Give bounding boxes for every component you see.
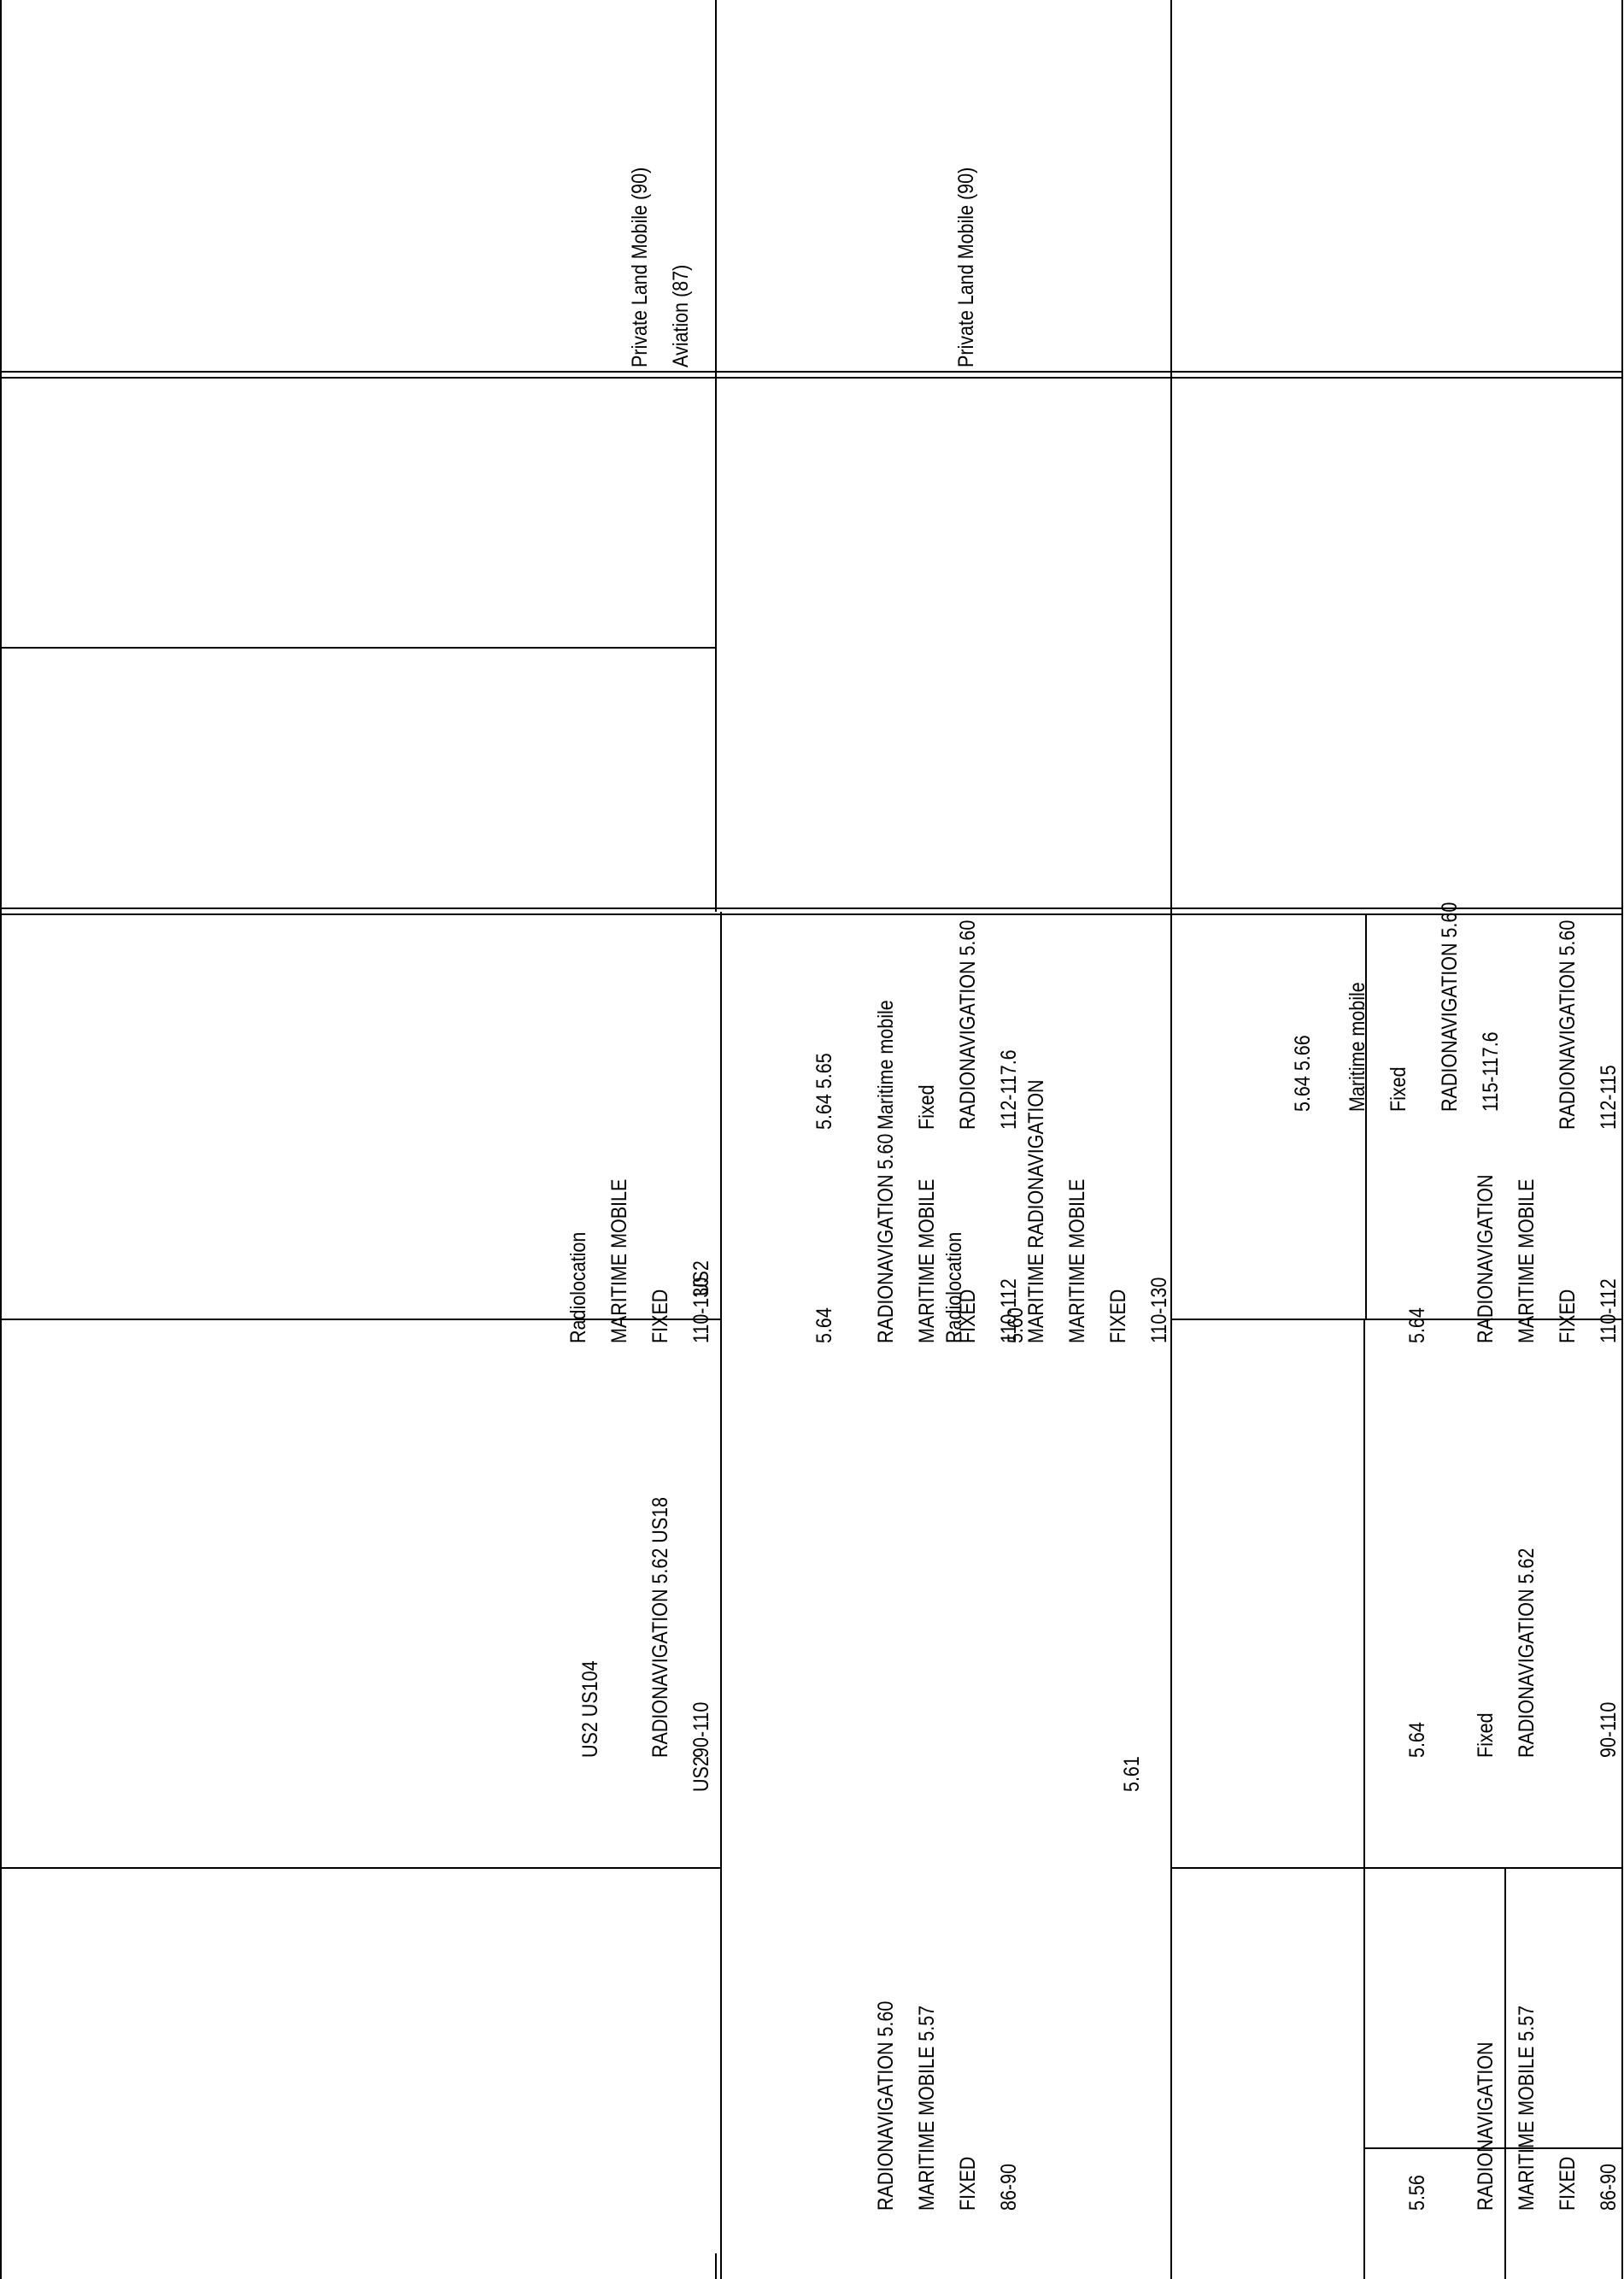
r1-86-90-line: FIXED (1556, 2156, 1580, 2211)
r3-86-90-line: FIXED (956, 2156, 980, 2211)
us-110-130-line: MARITIME MOBILE (607, 1178, 631, 1343)
fcc-90-110-rule-part: Aviation (87) (669, 264, 693, 367)
r2-110-130-line: MARITIME MOBILE (1065, 1178, 1089, 1343)
divider-us-fcc (0, 371, 1623, 379)
fcc-110-130-rule-part: Private Land Mobile (90) (954, 167, 978, 367)
r1-112-115-band: 112-115 (1597, 1065, 1621, 1130)
r3-110-112-line: MARITIME MOBILE (915, 1178, 939, 1343)
r3-110-112-footnote: 5.64 (812, 1307, 836, 1343)
row-separator-left-stub (715, 2253, 717, 2279)
r1-115-117-line: Maritime mobile (1346, 982, 1369, 1112)
r2-86-90-footnote: 5.61 (1120, 1756, 1144, 1792)
column-divider-region1-region2-86-90 (0, 1867, 720, 1869)
r1-90-110-line: Fixed (1474, 1712, 1498, 1758)
r2-110-130-line: MARITIME RADIONAVIGATION (1024, 1079, 1048, 1343)
r1-90-110-band: 90-110 (1597, 1701, 1621, 1758)
r1-86-90-footnote: 5.56 (1405, 2175, 1429, 2211)
r1-110-112-line: MARITIME MOBILE (1515, 1178, 1539, 1343)
r3-112-117-line: RADIONAVIGATION 5.60 (956, 919, 980, 1130)
r1-110-112-line: FIXED (1556, 1289, 1580, 1343)
us-90-110-footnote: US2 US104 (578, 1660, 602, 1758)
row-separator-us-90 (715, 0, 717, 912)
us-110-130-band: 110-130 (689, 1277, 713, 1343)
table-bottom-border (1621, 0, 1623, 2279)
column-divider-federal-nonfederal (0, 647, 715, 649)
column-divider-region1-region2-110 (1170, 1867, 1623, 1869)
r1-90-110-line: RADIONAVIGATION 5.62 (1515, 1548, 1539, 1758)
r3-110-112-line: RADIONAVIGATION 5.60 (874, 1133, 898, 1343)
r1-110-112-band: 110-112 (1597, 1278, 1621, 1343)
r2-110-130-line: FIXED (1106, 1289, 1130, 1343)
r1-115-117-line: RADIONAVIGATION 5.60 (1438, 902, 1462, 1112)
r2-110-130-band: 110-130 (1147, 1277, 1171, 1343)
us-federal-86-90-footnote: US2 (689, 1756, 713, 1792)
r1-115-117-footnote: 5.64 5.66 (1291, 1035, 1315, 1112)
r1-90-110-footnote: 5.64 (1405, 1722, 1429, 1758)
row-separator-112-region3 (1365, 915, 1367, 1320)
divider-itu-us (0, 907, 1623, 915)
us-90-110-band: 90-110 (689, 1701, 713, 1758)
r1-115-117-band: 115-117.6 (1479, 1031, 1503, 1112)
us-90-110-line: RADIONAVIGATION 5.62 US18 (648, 1496, 672, 1758)
r3-112-117-band: 112-117.6 (997, 1049, 1021, 1130)
r3-86-90-band: 86-90 (997, 2164, 1021, 2211)
r1-110-112-line: RADIONAVIGATION (1474, 1174, 1498, 1343)
us-110-130-line: Radiolocation (566, 1231, 590, 1343)
r1-86-90-line: RADIONAVIGATION (1474, 2041, 1498, 2211)
r1-86-90-line: MARITIME MOBILE 5.57 (1515, 2005, 1539, 2211)
r3-112-117-footnote: 5.64 5.65 (812, 1053, 836, 1130)
r3-86-90-line: RADIONAVIGATION 5.60 (874, 2000, 898, 2211)
us-110-130-line: FIXED (648, 1289, 672, 1343)
row-separator-112-region1-2 (1363, 1320, 1365, 2279)
r1-115-117-line: Fixed (1387, 1066, 1410, 1112)
r1-112-115-line: RADIONAVIGATION 5.60 (1556, 919, 1580, 1130)
r3-110-112-band: 110-112 (997, 1278, 1021, 1343)
row-separator-110 (1170, 0, 1172, 2279)
table-top-border (0, 0, 2, 2279)
r1-110-112-footnote: 5.64 (1405, 1307, 1429, 1343)
fcc-90-110-rule-part: Private Land Mobile (90) (628, 167, 652, 367)
r3-110-112-line: FIXED (956, 1289, 980, 1343)
r3-112-117-line: Maritime mobile (874, 1000, 898, 1130)
row-separator-intl-86-90 (720, 912, 722, 2279)
row-separator-115 (1504, 1869, 1506, 2279)
r3-112-117-line: Fixed (915, 1084, 939, 1130)
r3-86-90-line: MARITIME MOBILE 5.57 (915, 2005, 939, 2211)
r1-86-90-band: 86-90 (1597, 2164, 1621, 2211)
